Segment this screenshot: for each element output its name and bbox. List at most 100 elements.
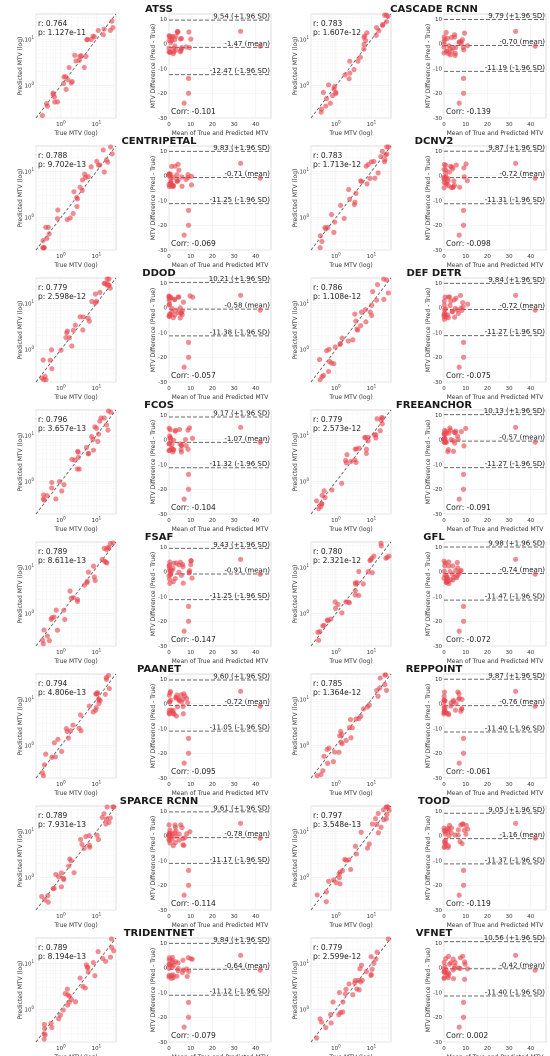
ba-point — [461, 443, 467, 449]
ba-point — [185, 882, 192, 888]
ba-point — [184, 973, 190, 980]
scatter-ylabel: Predicted MTV (log) — [292, 433, 299, 492]
ba-point — [257, 571, 263, 577]
scatter-xtick: 101 — [367, 120, 377, 129]
ba-point — [460, 354, 467, 360]
ba-point — [460, 999, 467, 1005]
corr-value: Corr: -0.098 — [446, 239, 491, 248]
ba-point — [461, 959, 468, 965]
ba-point — [238, 292, 244, 298]
scatter-point — [353, 190, 359, 196]
scatter-point — [336, 989, 342, 996]
ba-xtick: 20 — [209, 122, 216, 128]
ba-xtick: 40 — [252, 1046, 259, 1052]
ba-point — [238, 952, 244, 958]
ba-point — [463, 425, 469, 432]
ba-point — [443, 29, 449, 36]
scatter-point — [381, 296, 387, 302]
upper-loa-label: 9.83 (+1.96 SD) — [213, 144, 270, 152]
ba-point — [185, 999, 192, 1005]
ba-point — [188, 558, 194, 564]
lower-loa-label: -11.27 (-1.96 SD) — [485, 328, 546, 336]
scatter-point — [379, 22, 386, 28]
scatter-xtick-exp: 0 — [63, 912, 66, 917]
ba-point — [513, 688, 519, 694]
scatter-point — [93, 707, 99, 713]
scatter-ytick: 100 — [24, 81, 34, 90]
scatter-point — [337, 881, 343, 887]
ba-point — [445, 953, 452, 960]
upper-loa-label: 9.54 (+1.96 SD) — [213, 13, 270, 21]
scatter-point — [70, 327, 77, 333]
ba-point — [441, 689, 448, 695]
ba-point — [441, 302, 447, 308]
ba-point — [181, 842, 187, 848]
r-value: r: 0.796 — [38, 415, 68, 424]
scatter-point — [320, 89, 326, 96]
scatter-point — [70, 210, 76, 217]
ba-ytick: -20 — [433, 1015, 442, 1021]
scatter-ytick-exp: 1 — [31, 695, 34, 700]
scatter-xtick: 100 — [56, 780, 66, 789]
scatter-point — [50, 885, 56, 892]
scatter-point — [49, 485, 55, 491]
r-value: r: 0.779 — [38, 283, 68, 292]
ba-point — [180, 703, 186, 710]
ba-point — [257, 43, 263, 49]
scatter-point — [58, 347, 64, 353]
ba-point — [184, 966, 190, 972]
ba-point — [460, 750, 467, 756]
ba-point — [189, 435, 196, 441]
scatter-point — [349, 725, 355, 731]
upper-loa-label: 10.21 (+1.96 SD) — [209, 275, 271, 283]
ba-point — [167, 311, 173, 317]
scatter-point — [322, 224, 328, 231]
corr-value: Corr: -0.061 — [446, 767, 491, 776]
ba-point — [177, 441, 183, 447]
ba-point — [185, 354, 192, 360]
scatter-point — [56, 479, 63, 485]
ba-point — [442, 563, 448, 569]
ba-xlabel: Mean of True and Predicted MTV — [447, 526, 545, 533]
ba-ytick: 10 — [435, 17, 442, 23]
ba-xtick: 40 — [252, 914, 259, 920]
scatter-point — [107, 144, 114, 150]
ba-ytick: 10 — [160, 545, 167, 551]
ba-point — [450, 956, 456, 962]
scatter-point — [107, 815, 113, 821]
corr-value: Corr: -0.069 — [171, 239, 216, 248]
ba-point — [441, 44, 447, 50]
r-value: r: 0.789 — [38, 943, 68, 952]
scatter-point — [55, 736, 61, 742]
scatter-point — [330, 999, 336, 1005]
scatter-xlabel: True MTV (log) — [328, 1054, 372, 1056]
scatter-point — [92, 291, 99, 297]
scatter-point — [74, 596, 81, 603]
scatter-point — [365, 569, 371, 575]
scatter-point — [374, 416, 380, 422]
scatter-ytick-exp: 1 — [31, 959, 34, 964]
scatter-point — [42, 373, 48, 379]
scatter-point — [99, 814, 105, 821]
scatter-point — [383, 816, 389, 822]
scatter-point — [94, 832, 100, 838]
scatter-point — [318, 501, 324, 507]
scatter-point — [75, 454, 81, 460]
scatter-xtick-exp: 0 — [338, 120, 341, 125]
ba-point — [176, 167, 182, 173]
scatter-xlabel: True MTV (log) — [328, 922, 372, 929]
ba-point — [441, 697, 447, 703]
scatter-ytick: 100 — [299, 609, 309, 618]
scatter-point — [346, 76, 352, 82]
scatter-point — [60, 1007, 66, 1013]
scatter-point — [347, 196, 353, 202]
scatter-ytick-exp: 1 — [306, 431, 309, 436]
scatter-point — [382, 12, 388, 18]
scatter-ytick: 100 — [24, 213, 34, 222]
scatter-point — [371, 960, 377, 966]
ba-frame — [168, 277, 272, 383]
ba-point — [447, 568, 453, 575]
scatter-point — [72, 322, 78, 328]
